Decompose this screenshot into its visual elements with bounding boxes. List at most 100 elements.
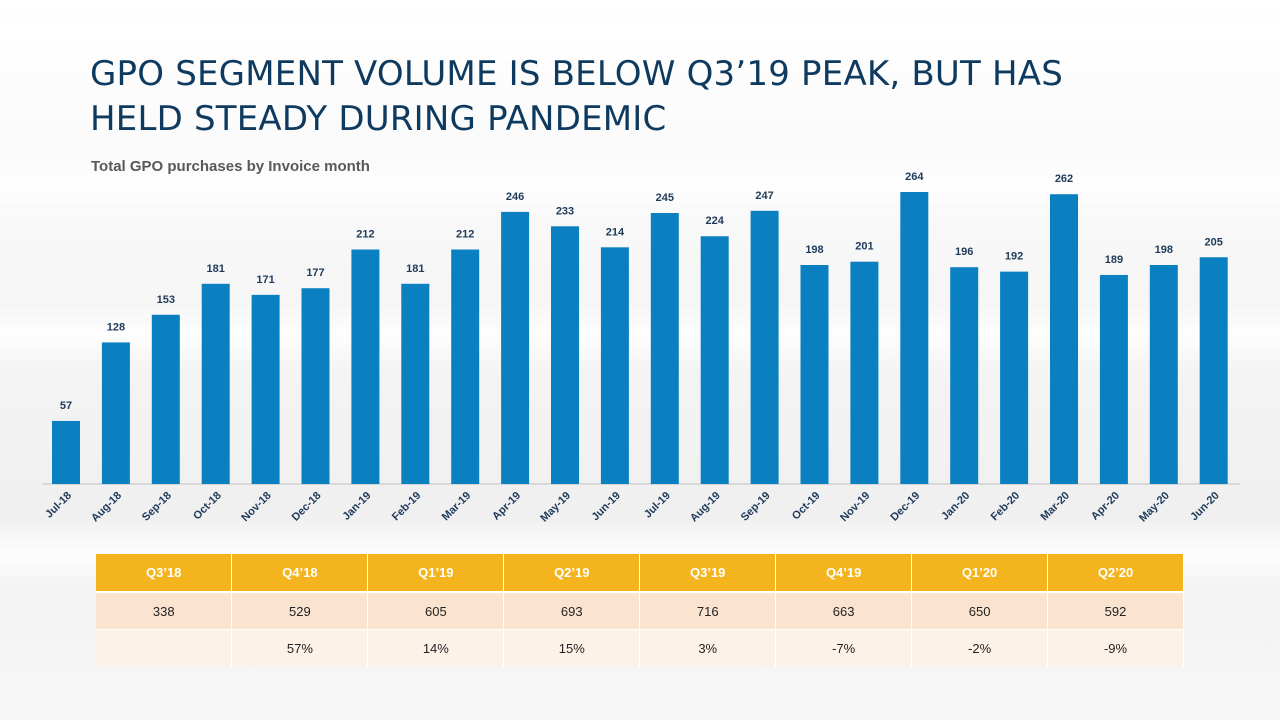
bar-Sep-19 — [750, 210, 779, 484]
bar-Jun-19 — [600, 247, 629, 484]
bar-Apr-19 — [501, 211, 530, 484]
x-tick-label: Nov-18 — [239, 490, 273, 524]
table-cell: 338 — [96, 592, 233, 630]
bar-Oct-18 — [201, 283, 230, 484]
table-header-cell: Q4’19 — [775, 554, 913, 593]
bar-value-label: 196 — [955, 246, 973, 258]
table-cell: 650 — [911, 592, 1049, 630]
table-header-row: Q3’18 Q4’18 Q1’19 Q2’19 Q3’19 Q4’19 Q1’2… — [96, 554, 1184, 593]
bar-value-label: 181 — [207, 263, 225, 275]
slide-title: GPO SEGMENT VOLUME IS BELOW Q3’19 PEAK, … — [90, 52, 1190, 142]
bar-value-label: 171 — [256, 274, 274, 286]
bar-Dec-19 — [900, 192, 929, 484]
bar-Jul-19 — [650, 213, 679, 485]
table-cell: 716 — [639, 592, 777, 630]
x-tick-label: Oct-18 — [191, 490, 224, 523]
x-tick-label: Apr-20 — [1089, 490, 1122, 523]
bar-value-label: 189 — [1105, 254, 1123, 266]
bar-value-label: 247 — [755, 190, 773, 202]
x-tick-label: Sep-19 — [739, 490, 773, 524]
bar-Nov-19 — [850, 261, 879, 484]
bar-value-label: 198 — [1155, 244, 1173, 256]
table-header-cell: Q2’19 — [503, 554, 641, 593]
x-tick-label: Mar-19 — [440, 490, 474, 524]
x-tick-label: Jul-19 — [642, 490, 673, 521]
table-cell: 663 — [775, 592, 913, 630]
bar-value-label: 262 — [1055, 173, 1073, 185]
bar-May-20 — [1149, 265, 1178, 484]
bar-Mar-20 — [1050, 194, 1078, 484]
table-row-change: 57% 14% 15% 3% -7% -2% -9% — [96, 629, 1184, 667]
x-tick-label: Jul-18 — [43, 490, 74, 521]
table-cell: 57% — [231, 629, 369, 667]
bars-group: 57 Jul-18 128 Aug-18 153 Sep-18 181 Oct-18 171 No… — [43, 171, 1228, 524]
table-header-cell: Q3’18 — [96, 554, 233, 593]
x-tick-label: Jan-20 — [939, 490, 972, 523]
x-tick-label: Jan-19 — [340, 490, 373, 523]
bar-value-label: 214 — [606, 226, 625, 238]
bar-value-label: 201 — [855, 241, 873, 253]
bar-value-label: 224 — [706, 215, 725, 227]
table-cell: 529 — [231, 592, 369, 630]
bar-Feb-20 — [1000, 271, 1029, 484]
bar-Jan-19 — [351, 249, 380, 484]
bar-Mar-19 — [451, 249, 480, 484]
table-cell: -2% — [911, 629, 1049, 667]
bar-value-label: 181 — [406, 263, 424, 275]
x-tick-label: Dec-18 — [290, 490, 324, 524]
table-cell — [96, 629, 233, 667]
bar-value-label: 57 — [60, 400, 72, 412]
bar-value-label: 128 — [107, 321, 125, 333]
x-tick-label: May-19 — [538, 490, 573, 525]
table-row-volume: 338 529 605 693 716 663 650 592 — [96, 592, 1184, 630]
table-header-cell: Q3’19 — [639, 554, 777, 593]
x-tick-label: May-20 — [1137, 490, 1172, 525]
bar-Dec-18 — [301, 288, 330, 484]
table-header-cell: Q2’20 — [1047, 554, 1184, 593]
table-cell: -9% — [1047, 629, 1184, 667]
x-tick-label: Sep-18 — [140, 490, 174, 524]
table-cell: 592 — [1047, 592, 1184, 630]
bar-May-19 — [551, 226, 579, 484]
table-cell: 14% — [367, 629, 505, 667]
x-tick-label: Dec-19 — [888, 490, 922, 524]
bar-Feb-19 — [401, 283, 430, 484]
bar-value-label: 233 — [556, 205, 574, 217]
table-cell: 15% — [503, 629, 641, 667]
x-tick-label: Aug-19 — [688, 490, 723, 525]
bar-value-label: 177 — [306, 267, 324, 279]
table-header-cell: Q1’20 — [911, 554, 1049, 593]
slide-title-line-2: HELD STEADY DURING PANDEMIC — [90, 99, 667, 139]
bar-value-label: 198 — [805, 244, 823, 256]
x-tick-label: Aug-18 — [89, 490, 124, 525]
bar-Jan-20 — [950, 267, 979, 484]
x-tick-label: Feb-20 — [989, 490, 1023, 524]
bar-chart: 57 Jul-18 128 Aug-18 153 Sep-18 181 Oct-18 171 No… — [42, 171, 1240, 524]
background-band — [0, 0, 1280, 70]
bar-value-label: 205 — [1205, 236, 1223, 248]
bar-Aug-19 — [700, 236, 729, 484]
bar-Sep-18 — [151, 314, 180, 484]
bar-value-label: 264 — [905, 171, 924, 183]
bar-value-label: 153 — [157, 294, 175, 306]
x-tick-label: Feb-19 — [390, 490, 424, 524]
bar-value-label: 246 — [506, 191, 524, 203]
chart-subtitle: Total GPO purchases by Invoice month — [91, 158, 370, 175]
bar-Aug-18 — [101, 342, 130, 484]
bar-value-label: 192 — [1005, 251, 1023, 263]
table-cell: -7% — [775, 629, 913, 667]
table-header-cell: Q4’18 — [231, 554, 369, 593]
bar-value-label: 212 — [356, 229, 374, 241]
bar-value-label: 245 — [656, 192, 674, 204]
slide-title-line-1: GPO SEGMENT VOLUME IS BELOW Q3’19 PEAK, … — [90, 54, 1064, 94]
x-tick-label: Mar-20 — [1039, 490, 1073, 524]
table-cell: 605 — [367, 592, 505, 630]
quarterly-summary-table: Q3’18 Q4’18 Q1’19 Q2’19 Q3’19 Q4’19 Q1’2… — [96, 554, 1184, 667]
table-cell: 3% — [639, 629, 777, 667]
x-tick-label: Oct-19 — [790, 490, 823, 523]
table-cell: 693 — [503, 592, 641, 630]
bar-Oct-19 — [800, 265, 829, 484]
bar-Jul-18 — [52, 420, 80, 484]
table-header-cell: Q1’19 — [367, 554, 505, 593]
bar-Apr-20 — [1099, 274, 1128, 484]
